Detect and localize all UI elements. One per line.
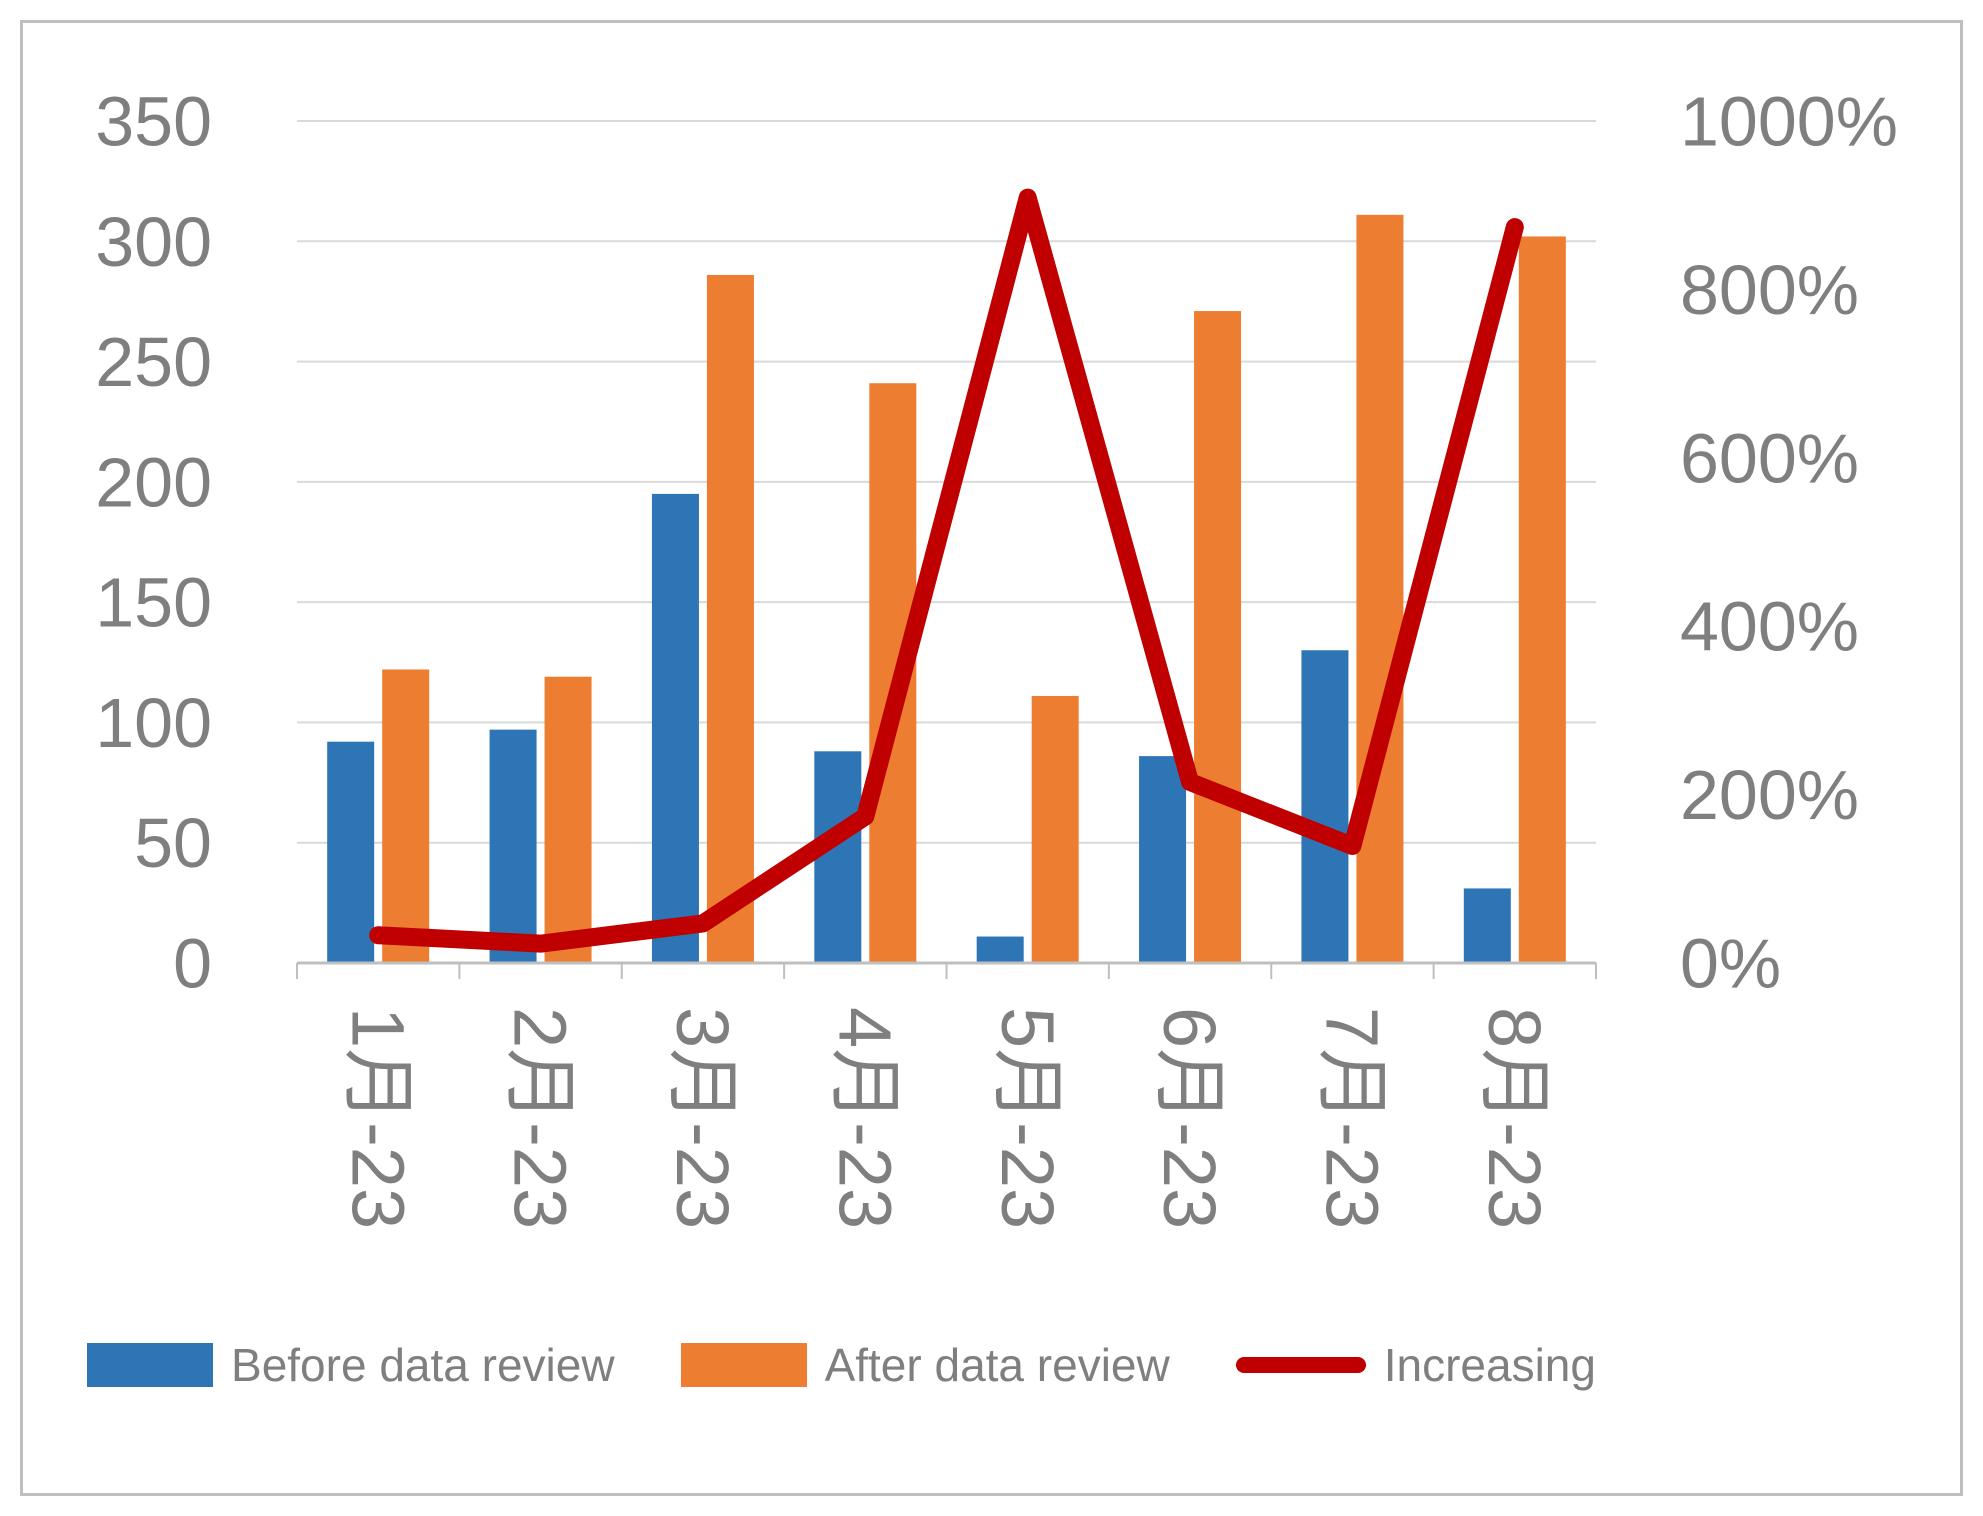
bar-after (544, 676, 592, 963)
left-axis-tick-label: 300 (95, 203, 212, 281)
left-axis-tick-label: 350 (95, 83, 212, 161)
right-axis-tick-label: 800% (1680, 251, 1859, 329)
chart-legend: Before data review After data review Inc… (0, 1338, 1833, 1392)
x-category-label: 6月-23 (1148, 1007, 1231, 1229)
bar-after (1031, 695, 1079, 963)
bar-before (327, 741, 375, 963)
x-category-label: 2月-23 (499, 1007, 582, 1229)
bar-before (489, 729, 537, 963)
bar-after (1356, 214, 1404, 963)
legend-label-after: After data review (824, 1339, 1170, 1391)
legend-swatch-before (87, 1343, 214, 1387)
bar-before (1139, 756, 1187, 963)
x-category-label: 5月-23 (986, 1007, 1069, 1229)
left-axis-tick-label: 50 (134, 804, 212, 882)
bar-after (1518, 236, 1566, 963)
left-axis-tick-label: 250 (95, 323, 212, 401)
increasing-line (369, 188, 1524, 953)
right-axis-tick-label: 1000% (1680, 83, 1898, 161)
right-axis-tick-label: 0% (1680, 925, 1781, 1003)
legend-swatch-after (680, 1343, 807, 1387)
x-category-label: 3月-23 (661, 1007, 744, 1229)
bar-after (1194, 311, 1242, 964)
x-category-label: 7月-23 (1311, 1007, 1394, 1229)
bar-before (1463, 888, 1511, 963)
bar-before (1301, 650, 1349, 963)
bar-before (651, 493, 699, 963)
left-axis-tick-label: 200 (95, 443, 212, 521)
bar-before (814, 751, 862, 963)
right-axis-tick-label: 200% (1680, 756, 1859, 834)
bar-after (706, 274, 754, 964)
legend-label-increasing: Increasing (1383, 1339, 1596, 1391)
left-axis-tick-label: 100 (95, 684, 212, 762)
legend-item-increasing: Increasing (1235, 1338, 1596, 1392)
left-axis-tick-label: 0 (173, 925, 212, 1003)
x-category-label: 8月-23 (1473, 1007, 1556, 1229)
legend-item-before: Before data review (87, 1338, 615, 1392)
legend-item-after: After data review (680, 1338, 1170, 1392)
right-axis-tick-label: 600% (1680, 419, 1859, 497)
x-category-label: 4月-23 (823, 1007, 906, 1229)
legend-swatch-increasing (1235, 1357, 1366, 1373)
x-category-label: 1月-23 (336, 1007, 419, 1229)
right-axis-tick-label: 400% (1680, 588, 1859, 666)
bar-after (382, 669, 430, 963)
bar-before (976, 936, 1024, 963)
left-axis-tick-label: 150 (95, 564, 212, 642)
legend-label-before: Before data review (231, 1339, 615, 1391)
